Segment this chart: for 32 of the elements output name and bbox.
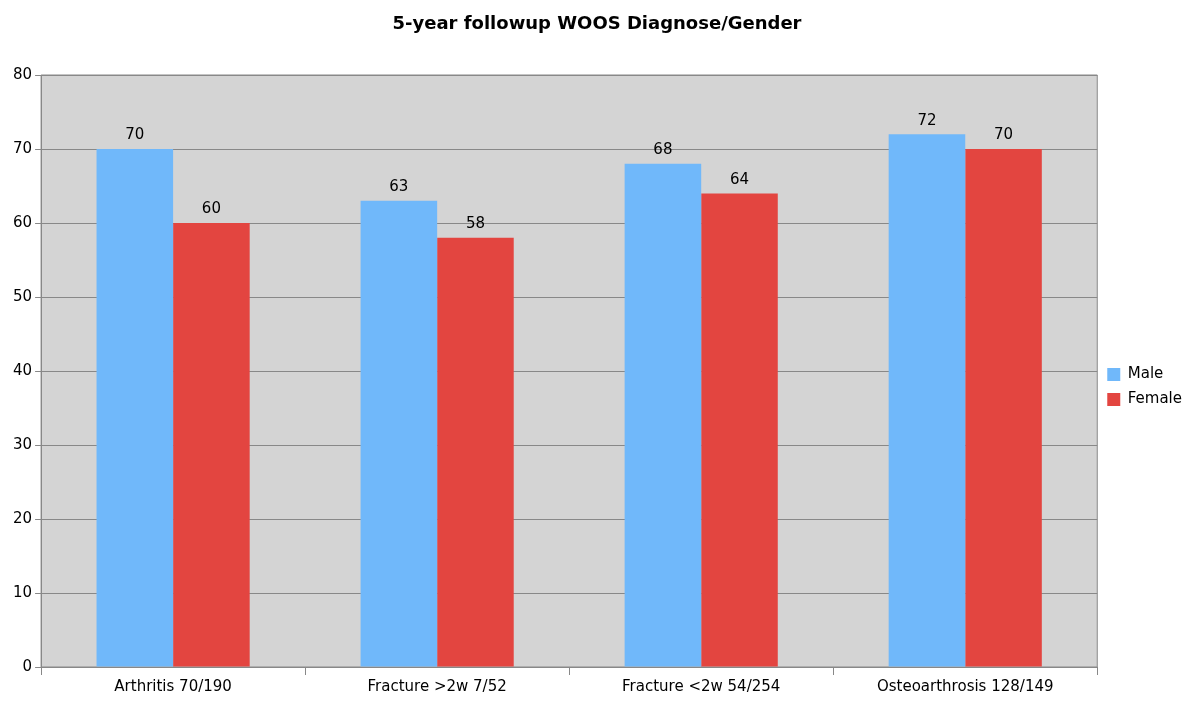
data-label: 60 xyxy=(201,199,221,218)
bar xyxy=(965,149,1042,667)
data-label: 70 xyxy=(125,125,145,144)
chart-title: 5-year followup WOOS Diagnose/Gender xyxy=(391,12,803,33)
legend-label: Female xyxy=(1127,389,1183,408)
bar xyxy=(437,237,514,667)
data-label: 63 xyxy=(389,177,409,196)
y-tick-label: 80 xyxy=(12,64,33,83)
y-tick-label: 60 xyxy=(12,212,33,231)
bar xyxy=(360,200,438,667)
data-label: 58 xyxy=(465,214,485,233)
data-label: 72 xyxy=(917,110,937,129)
x-tick-label: Arthritis 70/190 xyxy=(114,676,232,695)
bar xyxy=(624,163,702,667)
x-tick-label: Osteoarthrosis 128/149 xyxy=(876,676,1054,695)
y-tick-label: 10 xyxy=(12,582,33,601)
x-tick-label: Fracture <2w 54/254 xyxy=(622,676,781,695)
bar xyxy=(173,223,250,667)
y-tick-label: 30 xyxy=(12,434,33,453)
data-label: 64 xyxy=(729,169,750,188)
data-label: 68 xyxy=(653,140,673,159)
bar xyxy=(888,134,966,667)
y-tick-label: 40 xyxy=(12,360,33,379)
legend-label: Male xyxy=(1127,364,1164,383)
y-tick-label: 20 xyxy=(12,508,33,527)
y-tick-label: 0 xyxy=(22,656,33,675)
data-label: 70 xyxy=(993,125,1014,144)
bar xyxy=(96,149,174,667)
bar xyxy=(701,193,778,667)
y-tick-label: 70 xyxy=(12,138,33,157)
x-tick-label: Fracture >2w 7/52 xyxy=(367,676,507,695)
y-tick-label: 50 xyxy=(12,286,33,305)
